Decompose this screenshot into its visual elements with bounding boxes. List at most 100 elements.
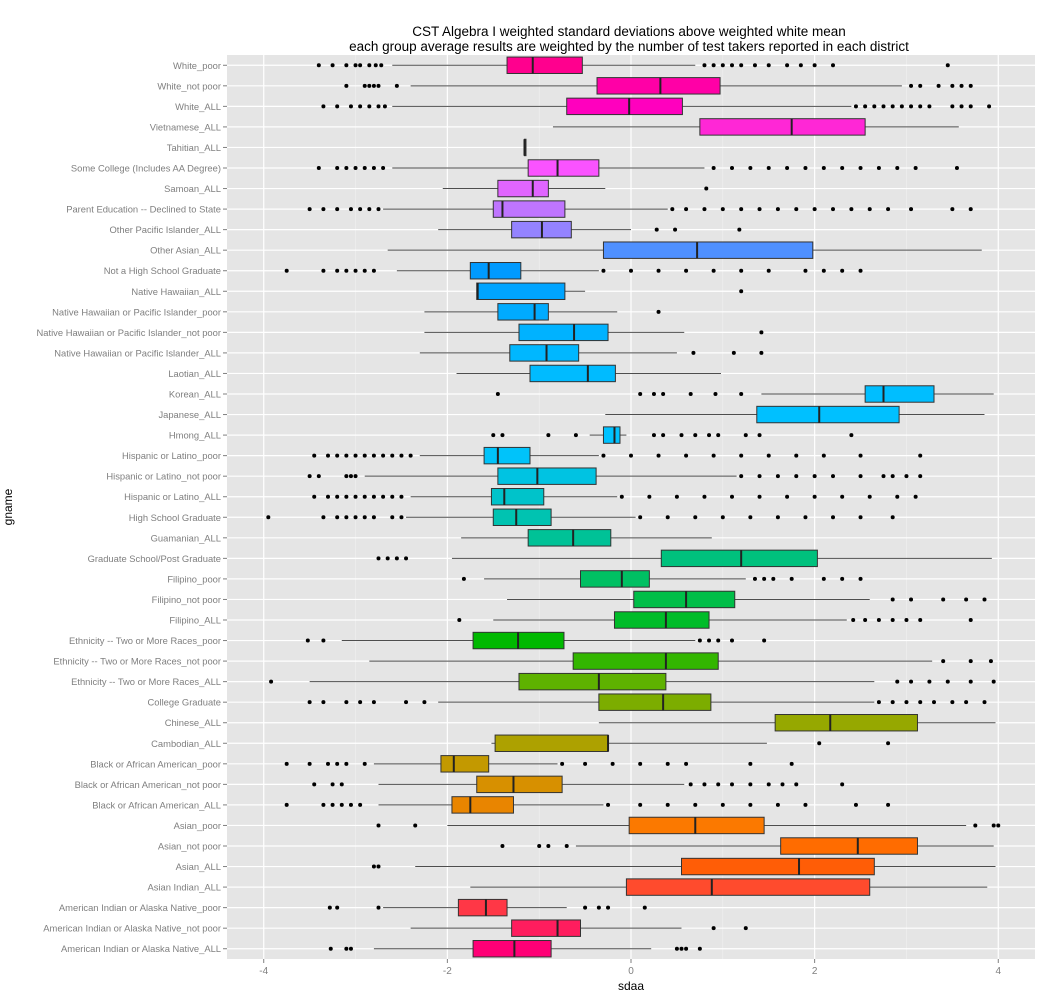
outlier-point: [982, 597, 987, 602]
y-tick-label: White_not poor: [157, 80, 221, 91]
outlier-point: [390, 453, 395, 458]
outlier-point: [390, 494, 395, 499]
box: [628, 816, 765, 835]
outlier-point: [500, 433, 505, 438]
outlier-point: [853, 802, 858, 807]
outlier-point: [702, 63, 707, 68]
outlier-point: [413, 823, 418, 828]
outlier-point: [904, 474, 909, 479]
outlier-point: [867, 494, 872, 499]
outlier-point: [759, 350, 764, 355]
y-tick-label: Ethnicity -- Two or More Races_ALL: [71, 676, 221, 687]
outlier-point: [759, 330, 764, 335]
outlier-point: [546, 433, 551, 438]
outlier-point: [863, 104, 868, 109]
outlier-point: [305, 638, 310, 643]
outlier-point: [321, 638, 326, 643]
outlier-point: [335, 453, 340, 458]
y-tick-label: College Graduate: [148, 697, 222, 708]
outlier-point: [371, 515, 376, 520]
outlier-point: [959, 83, 964, 88]
outlier-point: [321, 104, 326, 109]
box: [490, 488, 545, 506]
outlier-point: [752, 576, 757, 581]
outlier-point: [812, 494, 817, 499]
outlier-point: [353, 63, 358, 68]
outlier-point: [564, 844, 569, 848]
outlier-point: [711, 268, 716, 273]
outlier-point: [775, 207, 780, 212]
box: [494, 734, 609, 752]
outlier-point: [716, 782, 721, 787]
y-tick-label: White_poor: [173, 60, 221, 71]
outlier-point: [821, 576, 826, 581]
box: [492, 508, 552, 526]
outlier-point: [927, 679, 932, 684]
outlier-point: [330, 63, 335, 68]
outlier-point: [348, 474, 353, 479]
outlier-point: [312, 494, 317, 499]
outlier-point: [638, 761, 643, 766]
outlier-point: [757, 433, 762, 438]
outlier-point: [991, 823, 996, 828]
outlier-point: [344, 474, 349, 479]
y-tick-label: Tahitian_ALL: [167, 142, 221, 153]
outlier-point: [748, 166, 753, 170]
outlier-point: [684, 207, 689, 212]
outlier-point: [968, 83, 973, 88]
box: [864, 385, 935, 403]
outlier-point: [785, 63, 790, 68]
outlier-point: [840, 494, 845, 499]
outlier-point: [321, 802, 326, 807]
outlier-point: [704, 186, 709, 191]
outlier-point: [803, 166, 808, 170]
outlier-point: [762, 576, 767, 581]
outlier-point: [381, 166, 386, 170]
outlier-point: [748, 515, 753, 520]
outlier-point: [968, 104, 973, 109]
outlier-point: [913, 494, 918, 499]
outlier-point: [399, 515, 404, 520]
box: [774, 714, 918, 732]
outlier-point: [335, 515, 340, 520]
outlier-point: [968, 207, 973, 212]
outlier-point: [491, 433, 496, 438]
outlier-point: [720, 515, 725, 520]
outlier-point: [881, 104, 886, 109]
box: [602, 241, 814, 259]
outlier-point: [775, 515, 780, 520]
outlier-point: [376, 905, 381, 910]
outlier-point: [326, 761, 330, 766]
outlier-point: [330, 782, 335, 787]
outlier-point: [399, 453, 404, 458]
chart-title-line2: each group average results are weighted …: [349, 39, 909, 54]
outlier-point: [697, 946, 702, 951]
outlier-point: [739, 289, 744, 294]
outlier-point: [382, 104, 387, 109]
outlier-point: [670, 207, 675, 212]
outlier-point: [546, 844, 551, 848]
outlier-point: [316, 474, 321, 479]
outlier-point: [840, 576, 845, 581]
box: [472, 940, 552, 958]
outlier-point: [762, 638, 767, 643]
box: [699, 118, 866, 136]
outlier-point: [876, 700, 881, 705]
outlier-point: [284, 802, 289, 807]
outlier-point: [821, 268, 826, 273]
outlier-point: [798, 63, 803, 68]
box: [483, 446, 531, 465]
y-tick-label: Native Hawaiian_ALL: [131, 286, 221, 297]
outlier-point: [684, 761, 689, 766]
x-tick-label: -4: [259, 966, 268, 977]
outlier-point: [785, 166, 790, 170]
outlier-point: [968, 659, 973, 664]
outlier-point: [367, 83, 372, 88]
outlier-point: [693, 433, 698, 438]
outlier-point: [647, 494, 652, 499]
outlier-point: [904, 618, 909, 622]
outlier-point: [339, 802, 344, 807]
outlier-point: [831, 63, 835, 68]
y-tick-label: Asian_ALL: [176, 861, 221, 872]
outlier-point: [739, 63, 744, 68]
